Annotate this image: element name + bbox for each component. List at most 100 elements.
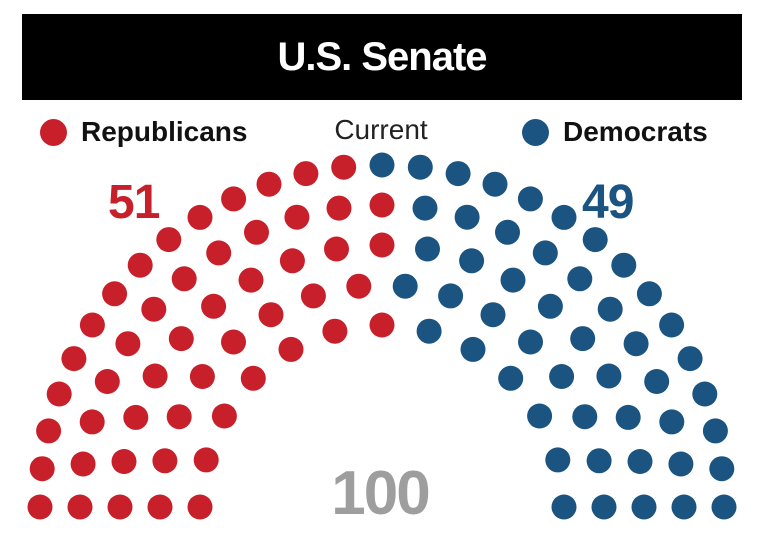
seat-democrat: [644, 369, 670, 394]
seat-republican: [79, 312, 105, 338]
seat-democrat: [498, 365, 524, 391]
seat-democrat: [692, 381, 718, 407]
seat-republican: [206, 240, 232, 266]
seat-republican: [27, 494, 53, 520]
seat-democrat: [549, 364, 575, 389]
seat-republican: [46, 381, 72, 407]
seat-republican: [193, 447, 219, 473]
seat-republican: [324, 236, 349, 262]
seat-democrat: [480, 302, 506, 328]
seat-democrat: [596, 363, 622, 389]
seat-republican: [156, 227, 182, 253]
seat-democrat: [412, 195, 438, 221]
seat-republican: [79, 409, 105, 435]
seat-democrat: [438, 283, 464, 309]
seat-republican: [142, 363, 168, 389]
seat-democrat: [611, 252, 637, 278]
seat-republican: [369, 312, 395, 338]
seat-democrat: [570, 326, 596, 352]
seat-republican: [141, 296, 167, 322]
seat-democrat: [482, 171, 508, 197]
seat-democrat: [627, 449, 653, 474]
seat-republican: [29, 456, 55, 482]
seat-republican: [369, 232, 395, 258]
seat-democrat: [659, 312, 685, 338]
seat-republican: [201, 293, 227, 319]
seat-republican: [346, 273, 372, 299]
seat-democrat: [495, 219, 520, 245]
seat-republican: [300, 283, 326, 309]
total-seats-label: 100: [331, 459, 430, 528]
seat-democrat: [518, 329, 543, 355]
seat-democrat: [567, 266, 593, 292]
seat-democrat: [572, 404, 598, 430]
seat-democrat: [615, 404, 641, 430]
seat-republican: [326, 195, 352, 221]
seat-republican: [187, 204, 213, 230]
seat-democrat: [631, 494, 657, 520]
seat-republican: [240, 365, 266, 391]
title-bar: U.S. Senate: [22, 14, 742, 100]
seat-democrat: [623, 331, 649, 357]
seat-democrat: [671, 494, 697, 520]
seat-democrat: [454, 204, 480, 230]
seat-republican: [256, 171, 282, 197]
seat-republican: [107, 494, 133, 520]
seat-republican: [187, 494, 213, 520]
seat-democrat: [445, 161, 471, 187]
seat-democrat: [586, 448, 612, 474]
seat-republican: [322, 318, 348, 344]
seat-democrat: [500, 267, 526, 293]
seat-democrat: [545, 447, 571, 473]
seat-democrat: [551, 494, 577, 520]
subtitle-current: Current: [334, 114, 428, 145]
seat-republican: [67, 494, 93, 520]
seat-republican: [166, 404, 192, 430]
seat-republican: [331, 154, 357, 180]
seat-republican: [221, 186, 247, 212]
seat-democrat: [659, 409, 685, 435]
chart-title: U.S. Senate: [277, 34, 487, 79]
seat-democrat: [532, 240, 558, 266]
legend-dot-democrats: [522, 118, 549, 146]
seat-republican: [189, 364, 215, 389]
seat-republican: [278, 336, 304, 362]
seat-democrat: [702, 418, 728, 444]
seat-republican: [115, 331, 141, 357]
seat-democrat: [415, 236, 440, 262]
seat-republican: [284, 204, 310, 230]
seat-republican: [127, 252, 153, 278]
seat-republican: [147, 494, 173, 520]
seat-republican: [168, 326, 194, 352]
seat-republican: [102, 281, 128, 307]
seat-republican: [61, 346, 87, 372]
seat-republican: [293, 161, 319, 187]
seat-republican: [36, 418, 62, 444]
seat-democrat: [711, 494, 737, 520]
seat-republican: [211, 403, 237, 429]
seat-republican: [94, 369, 120, 394]
legend-democrats: Democrats: [522, 112, 708, 152]
seat-democrat: [591, 494, 617, 520]
legend-republicans: Republicans: [40, 112, 247, 152]
legend-label-democrats: Democrats: [563, 116, 708, 147]
seat-republican: [152, 448, 178, 474]
seat-count-democrats: 49: [582, 176, 634, 229]
seat-democrat: [416, 318, 442, 344]
seat-democrat: [709, 456, 735, 482]
seat-republican: [70, 451, 96, 477]
seat-democrat: [551, 204, 577, 230]
seat-republican: [279, 248, 305, 274]
legend-label-republicans: Republicans: [81, 116, 248, 147]
legend-dot-republicans: [40, 118, 67, 146]
seat-democrat: [677, 346, 703, 372]
seat-republican: [244, 219, 269, 245]
seat-democrat: [527, 403, 553, 429]
seat-republican: [238, 267, 264, 293]
seat-democrat: [517, 186, 543, 212]
seat-republican: [123, 404, 149, 430]
seat-democrat: [459, 248, 485, 274]
seat-democrat: [392, 273, 418, 299]
seat-count-republicans: 51: [108, 176, 160, 229]
